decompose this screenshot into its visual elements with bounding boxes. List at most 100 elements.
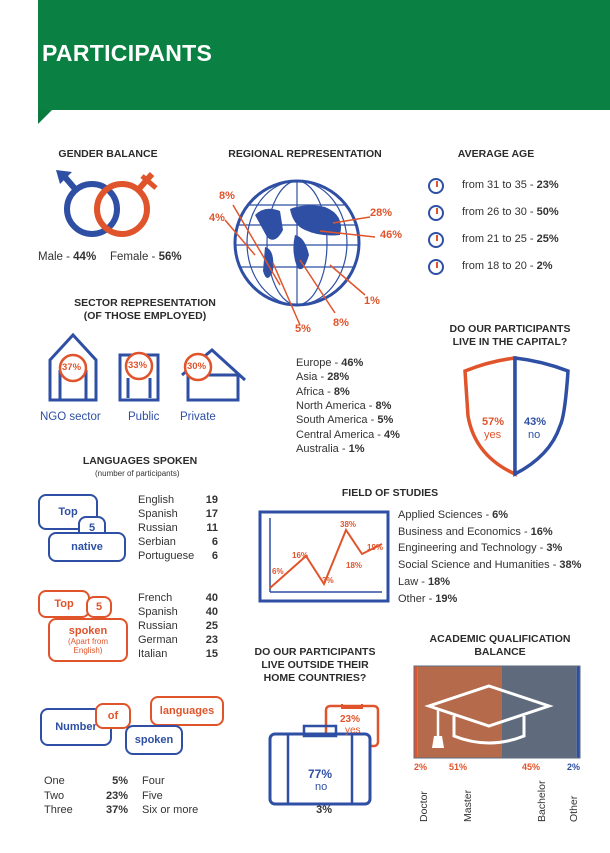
language-count-name: Two — [44, 789, 65, 802]
regional-item: South America - 5% — [296, 414, 393, 426]
shield-icon — [463, 356, 570, 477]
language-name: German — [138, 634, 178, 646]
study-item: Applied Sciences - 6% — [398, 509, 508, 521]
age-item-value: 50% — [536, 206, 559, 218]
age-item: from 21 to 25 - 25% — [462, 233, 559, 245]
language-name: Italian — [138, 648, 168, 660]
regional-item-label: Central America - — [296, 428, 385, 441]
clock-icon — [428, 232, 444, 248]
regional-item-value: 8% — [375, 399, 392, 412]
study-item-label: Law - — [398, 575, 428, 588]
language-count-value: 5% — [112, 775, 128, 787]
language-count: 23 — [205, 634, 218, 646]
studies-chart-label: 38% — [340, 520, 357, 529]
regional-item-label: Europe - — [296, 357, 342, 369]
sector-ngo-label: NGO sector — [40, 411, 101, 423]
regional-item-label: Asia - — [296, 371, 328, 384]
male-value: 44% — [73, 251, 97, 263]
sector-ngo-value: 37% — [62, 362, 82, 373]
clock-icon — [428, 205, 444, 221]
language-count-value: 23% — [105, 789, 128, 802]
capital-no-value: 43% — [524, 416, 547, 428]
capital-yes-label: yes — [484, 429, 502, 441]
language-count-name: Six or more — [142, 804, 199, 816]
academic-category-label: Other — [568, 795, 580, 822]
clock-icon — [428, 178, 444, 194]
age-item-label: from 21 to 25 - — [462, 233, 537, 245]
regional-item: North America - 8% — [296, 400, 391, 412]
globe-icon — [224, 179, 376, 326]
language-name: Portuguese — [138, 550, 195, 562]
capital-yes-value: 57% — [482, 416, 505, 428]
academic-bar-bachelor — [501, 666, 577, 758]
study-item-value: 16% — [530, 525, 553, 538]
page-title: PARTICIPANTS — [42, 40, 213, 66]
map-label: 8% — [333, 317, 349, 329]
age-item-value: 2% — [536, 260, 553, 272]
map-label: 8% — [219, 190, 235, 202]
study-item-value: 6% — [492, 509, 509, 521]
language-count-name: Five — [142, 789, 163, 802]
studies-chart-label: 16% — [292, 551, 309, 560]
study-item: Business and Economics - 16% — [398, 526, 553, 538]
language-count: 17 — [205, 508, 218, 520]
language-name: Spanish — [138, 508, 178, 520]
study-item-value: 19% — [435, 592, 458, 605]
study-item-label: Applied Sciences - — [398, 509, 493, 521]
male-label: Male - — [38, 251, 74, 263]
bubble-spoken-count: spoken — [125, 725, 183, 755]
map-label: 1% — [364, 295, 380, 307]
regional-item-value: 8% — [333, 385, 350, 398]
header-banner — [38, 0, 610, 110]
language-count-name: One — [44, 775, 65, 787]
home-yes-value: 23% — [340, 714, 361, 725]
age-title: AVERAGE AGE — [457, 148, 535, 160]
regional-item-label: Australia - — [296, 442, 349, 455]
language-count-value: 3% — [316, 804, 332, 816]
age-item-value: 23% — [536, 179, 559, 191]
age-item-label: from 18 to 20 - — [462, 260, 537, 272]
regional-item-value: 46% — [341, 357, 364, 369]
regional-item-value: 28% — [327, 371, 350, 384]
academic-value-label: 2% — [567, 762, 581, 772]
studies-chart-label: 6% — [272, 567, 284, 576]
study-item-label: Business and Economics - — [398, 525, 531, 538]
regional-item: Europe - 46% — [296, 357, 363, 369]
language-name: English — [138, 494, 175, 506]
academic-value-label: 45% — [522, 762, 541, 772]
languages-subtitle: (number of participants) — [95, 469, 180, 478]
language-count-name: Four — [142, 775, 165, 787]
language-count-name: Three — [44, 804, 73, 816]
academic-category-label: Doctor — [418, 791, 430, 822]
regional-item-label: Africa - — [296, 385, 334, 398]
language-count: 40 — [205, 606, 218, 618]
bubble-native: native — [48, 532, 126, 562]
study-item-value: 38% — [559, 559, 582, 572]
language-name: Russian — [138, 620, 178, 632]
language-name: Spanish — [138, 606, 178, 618]
academic-value-label: 2% — [414, 762, 428, 772]
regional-item-value: 1% — [348, 442, 365, 455]
academic-value-label: 51% — [449, 762, 468, 772]
academic-bar-doctor — [414, 666, 418, 758]
academic-bar-other — [576, 666, 580, 758]
study-item-label: Other - — [398, 592, 436, 605]
study-item: Social Science and Humanities - 38% — [398, 559, 581, 571]
age-item-label: from 31 to 35 - — [462, 179, 537, 191]
gender-title: GENDER BALANCE — [58, 148, 158, 160]
study-item-label: Engineering and Technology - — [398, 542, 547, 555]
study-item: Other - 19% — [398, 593, 457, 605]
academic-chart-frame — [413, 665, 581, 759]
map-label: 28% — [370, 207, 393, 219]
academic-category-label: Bachelor — [536, 780, 548, 822]
studies-line-chart-icon — [258, 510, 390, 603]
female-label: Female - — [110, 251, 159, 263]
age-item: from 26 to 30 - 50% — [462, 206, 559, 218]
studies-chart-label: 19% — [367, 543, 384, 552]
sector-private-label: Private — [180, 411, 216, 423]
study-item-label: Social Science and Humanities - — [398, 559, 560, 572]
regional-item-value: 5% — [377, 414, 394, 427]
capital-title: DO OUR PARTICIPANTS LIVE IN THE CAPITAL? — [449, 323, 571, 348]
gender-female: Female - 56% — [110, 251, 182, 263]
regional-title: REGIONAL REPRESENTATION — [228, 148, 382, 160]
